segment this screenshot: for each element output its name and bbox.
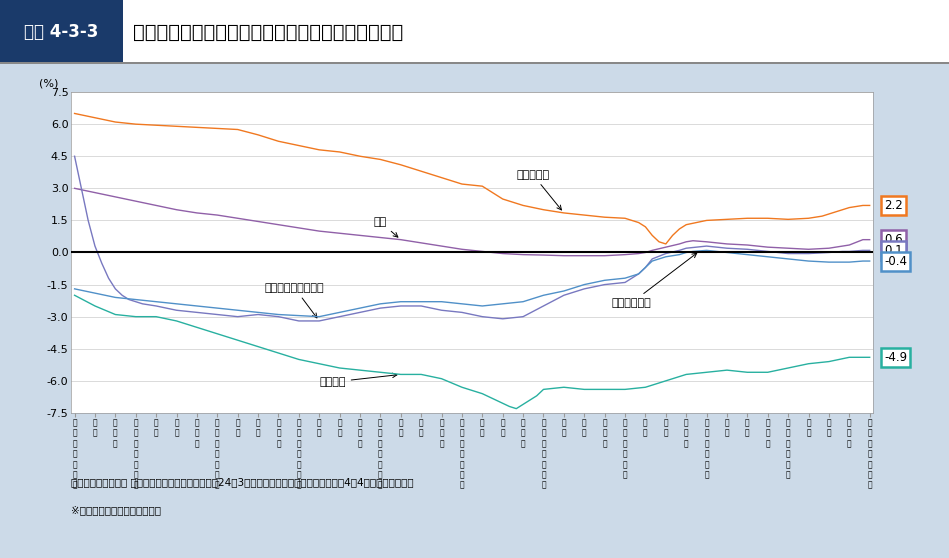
Text: ４
月: ４ 月: [480, 418, 485, 437]
Text: 平
成
２
８
年
１
月: 平 成 ２ ８ 年 １ 月: [296, 418, 301, 490]
Text: ４
月: ４ 月: [562, 418, 567, 437]
Text: １
０
月: １ ０ 月: [358, 418, 363, 448]
Text: -0.4: -0.4: [884, 254, 907, 267]
Bar: [0, 0, 123, 64]
Text: 平
成
２
６
年
１
月: 平 成 ２ ６ 年 １ 月: [134, 418, 138, 490]
Text: 平
成
２
７
年
１
月: 平 成 ２ ７ 年 １ 月: [215, 418, 219, 490]
Text: ７
月: ７ 月: [745, 418, 750, 437]
Text: ７
月: ７ 月: [255, 418, 260, 437]
Text: 母子世帯: 母子世帯: [319, 373, 397, 387]
Text: 資料：被保護者調査 月次調査（厚生労働省）（平成24年3月以前は福祉行政報告事例）（令和4年4月以降は速報値）: 資料：被保護者調査 月次調査（厚生労働省）（平成24年3月以前は福祉行政報告事例…: [71, 477, 414, 487]
Text: ４
月: ４ 月: [643, 418, 648, 437]
Text: 平
成
２
５
年
４
月: 平 成 ２ ５ 年 ４ 月: [72, 418, 77, 490]
Text: その他の世帯: その他の世帯: [611, 253, 697, 308]
Text: 高齢者世帯: 高齢者世帯: [516, 170, 562, 210]
Text: １
０
月: １ ０ 月: [521, 418, 526, 448]
Text: 0.6: 0.6: [884, 233, 902, 246]
Text: 令
和
４
年
１
月: 令 和 ４ 年 １ 月: [786, 418, 791, 479]
Text: １
０
月: １ ０ 月: [603, 418, 607, 448]
Text: ７
月: ７ 月: [663, 418, 668, 437]
Text: ７
月: ７ 月: [582, 418, 586, 437]
Text: ４
月: ４ 月: [317, 418, 322, 437]
Text: ４
月: ４ 月: [399, 418, 403, 437]
Text: １
０
月: １ ０ 月: [684, 418, 689, 448]
Text: ７
月: ７ 月: [337, 418, 342, 437]
Text: 総数: 総数: [374, 217, 398, 237]
Text: 平
成
３
１
年
１
月: 平 成 ３ １ 年 １ 月: [541, 418, 546, 490]
Text: 令
２
和
５
年
１
月: 令 ２ 和 ５ 年 １ 月: [867, 418, 872, 490]
Text: １
０
月: １ ０ 月: [195, 418, 199, 448]
Text: 図表 4-3-3: 図表 4-3-3: [25, 23, 99, 41]
Bar: [0, 61, 949, 64]
Text: ※総数には保護停止中を含む。: ※総数には保護停止中を含む。: [71, 505, 161, 515]
Text: -4.9: -4.9: [884, 351, 907, 364]
Text: ４
月: ４ 月: [725, 418, 729, 437]
Text: １
０
月: １ ０ 月: [439, 418, 444, 448]
Text: 平
成
２
９
年
１
月: 平 成 ２ ９ 年 １ 月: [378, 418, 382, 490]
Text: 平
成
３
０
年
１
月: 平 成 ３ ０ 年 １ 月: [459, 418, 464, 490]
Text: 令
和
２
年
１
月: 令 和 ２ 年 １ 月: [623, 418, 627, 479]
Text: １
０
月: １ ０ 月: [113, 418, 118, 448]
Text: ４
月: ４ 月: [235, 418, 240, 437]
Text: 2.2: 2.2: [884, 199, 902, 212]
Text: 障害者・傷病者世帯: 障害者・傷病者世帯: [265, 283, 325, 318]
Text: 令
和
３
年
１
月: 令 和 ３ 年 １ 月: [704, 418, 709, 479]
Text: 0.1: 0.1: [884, 244, 902, 257]
Text: ７
月: ７ 月: [93, 418, 98, 437]
Text: １
０
月: １ ０ 月: [276, 418, 281, 448]
Text: ７
月: ７ 月: [827, 418, 831, 437]
Text: １
０
月: １ ０ 月: [766, 418, 770, 448]
Text: ７
月: ７ 月: [419, 418, 423, 437]
Text: (%): (%): [39, 79, 59, 89]
Text: １
０
月: １ ０ 月: [847, 418, 851, 448]
Text: ７
月: ７ 月: [500, 418, 505, 437]
Text: ７
月: ７ 月: [175, 418, 178, 437]
Text: ４
月: ４ 月: [807, 418, 810, 437]
Text: ４
月: ４ 月: [154, 418, 158, 437]
Text: 世帯類型別被保護世帯数の対前年同月伸び率の推移: 世帯類型別被保護世帯数の対前年同月伸び率の推移: [133, 22, 403, 42]
